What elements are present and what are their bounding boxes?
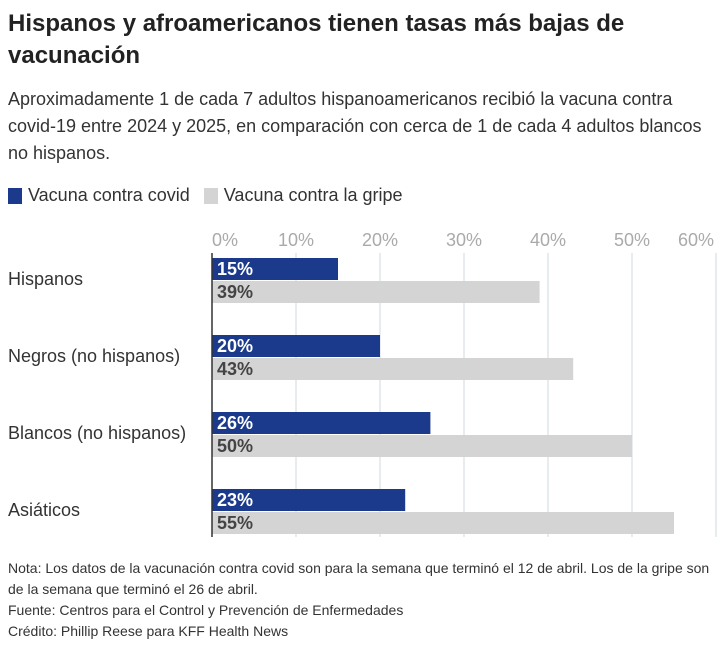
bar	[212, 281, 540, 303]
category-label: Asiáticos	[8, 500, 80, 520]
legend-item: Vacuna contra la gripe	[203, 185, 403, 206]
x-tick-label: 60%	[678, 230, 714, 250]
bar	[212, 258, 338, 280]
chart: 0% 10% 20% 30% 40% 50% 60% Hispanos 15% 39% Negros…	[8, 230, 717, 537]
note: Fuente: Centros para el Control y Preven…	[8, 602, 404, 618]
chart-title: Hispanos y afroamericanos tienen tasas m…	[8, 10, 625, 69]
category-label: Blancos (no hispanos)	[8, 423, 186, 443]
category-label: Negros (no hispanos)	[8, 346, 180, 366]
bar	[212, 412, 431, 434]
note: Nota: Los datos de la vacunación contra …	[8, 560, 710, 597]
x-tick-label: 30%	[446, 230, 482, 250]
value-label: 26%	[217, 413, 253, 433]
bar	[212, 435, 632, 457]
x-tick-label: 50%	[614, 230, 650, 250]
legend-label: Vacuna contra la gripe	[223, 185, 403, 205]
legend-label: Vacuna contra covid	[28, 185, 190, 205]
x-tick-label: 40%	[530, 230, 566, 250]
value-label: 55%	[217, 513, 253, 533]
value-label: 23%	[217, 490, 253, 510]
chart-subtitle: Aproximadamente 1 de cada 7 adultos hisp…	[8, 89, 702, 163]
value-label: 20%	[217, 336, 253, 356]
category-label: Hispanos	[8, 269, 83, 289]
bar	[212, 358, 574, 380]
note: Crédito: Phillip Reese para KFF Health N…	[8, 623, 289, 639]
x-tick-label: 20%	[362, 230, 398, 250]
legend-swatch	[8, 187, 22, 204]
bar	[212, 512, 674, 534]
value-label: 43%	[217, 359, 253, 379]
x-tick-label: 0%	[212, 230, 238, 250]
legend-item: Vacuna contra covid	[8, 185, 190, 206]
bar	[212, 489, 406, 511]
value-label: 15%	[217, 259, 253, 279]
value-label: 50%	[217, 436, 253, 456]
legend-swatch	[203, 187, 218, 204]
bar	[212, 335, 380, 357]
value-label: 39%	[217, 282, 253, 302]
legend: Vacuna contra covid Vacuna contra la grip…	[8, 185, 403, 206]
x-tick-label: 10%	[278, 230, 314, 250]
notes: Nota: Los datos de la vacunación contra …	[8, 558, 713, 642]
